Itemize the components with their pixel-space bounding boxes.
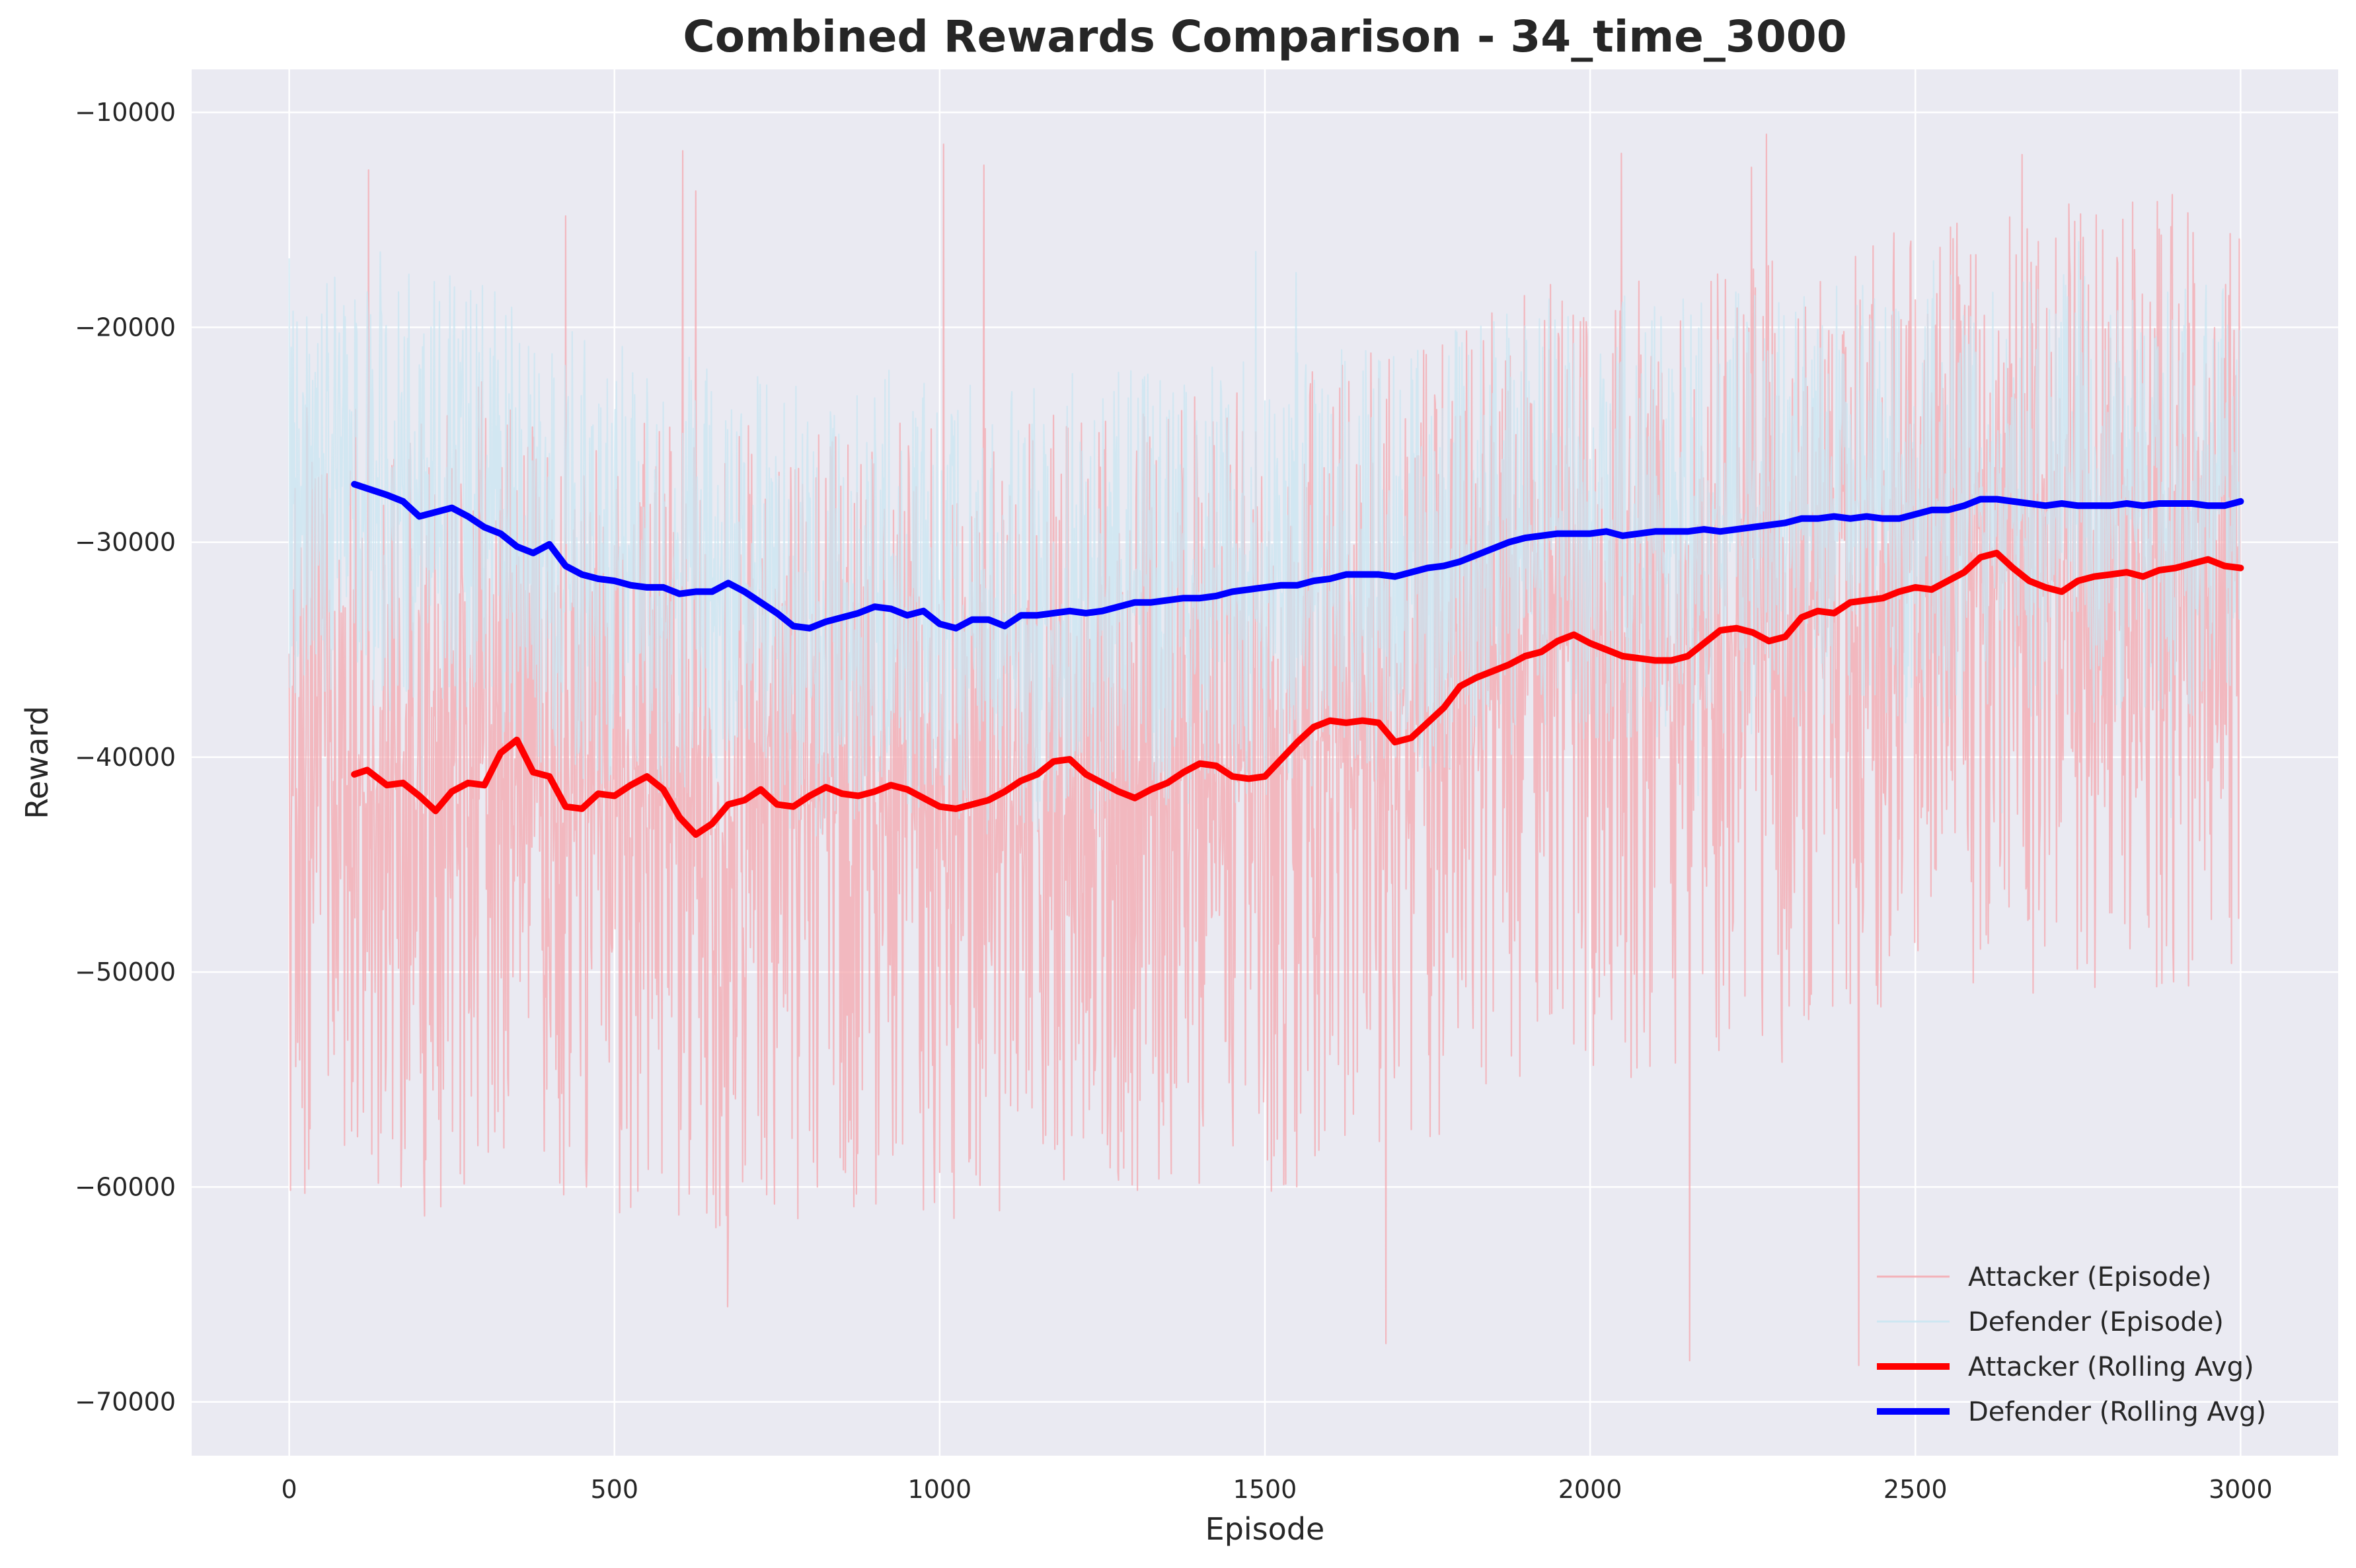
legend-label: Attacker (Episode)	[1968, 1262, 2211, 1292]
x-tick-label: 2500	[1883, 1475, 1948, 1504]
series-layer	[288, 133, 2244, 1366]
y-tick-label: −70000	[75, 1388, 176, 1417]
legend: Attacker (Episode) Defender (Episode) Atta…	[1877, 1262, 2266, 1427]
tick-labels: 0 500 1000 1500 2000 2500 3000 −10000 −20000 −300…	[75, 98, 2272, 1504]
x-tick-label: 3000	[2209, 1475, 2273, 1504]
y-axis-label: Reward	[19, 706, 55, 819]
legend-label: Attacker (Rolling Avg)	[1968, 1352, 2254, 1382]
y-tick-label: −20000	[75, 313, 176, 342]
x-tick-label: 2000	[1558, 1475, 1622, 1504]
y-tick-label: −40000	[75, 743, 176, 772]
legend-label: Defender (Rolling Avg)	[1968, 1397, 2266, 1427]
series-line-defender-rolling-avg	[351, 480, 2244, 632]
chart-title: Combined Rewards Comparison - 34_time_30…	[683, 11, 1846, 62]
x-tick-label: 500	[590, 1475, 638, 1504]
legend-label: Defender (Episode)	[1968, 1307, 2224, 1337]
x-tick-label: 1500	[1233, 1475, 1297, 1504]
y-tick-label: −60000	[75, 1172, 176, 1201]
y-tick-label: −10000	[75, 98, 176, 127]
x-tick-label: 1000	[908, 1475, 972, 1504]
y-tick-label: −50000	[75, 957, 176, 987]
series-line-attacker-rolling-avg	[351, 549, 2244, 838]
y-tick-label: −30000	[75, 528, 176, 557]
x-tick-label: 0	[282, 1475, 297, 1504]
x-axis-label: Episode	[1205, 1511, 1325, 1547]
